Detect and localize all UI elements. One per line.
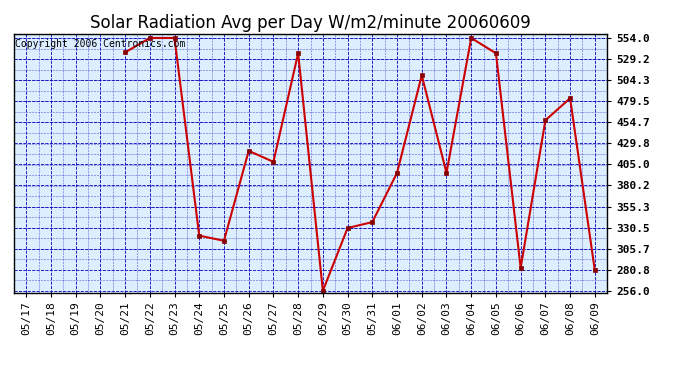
Text: Copyright 2006 Centronics.com: Copyright 2006 Centronics.com <box>15 39 186 49</box>
Title: Solar Radiation Avg per Day W/m2/minute 20060609: Solar Radiation Avg per Day W/m2/minute … <box>90 14 531 32</box>
